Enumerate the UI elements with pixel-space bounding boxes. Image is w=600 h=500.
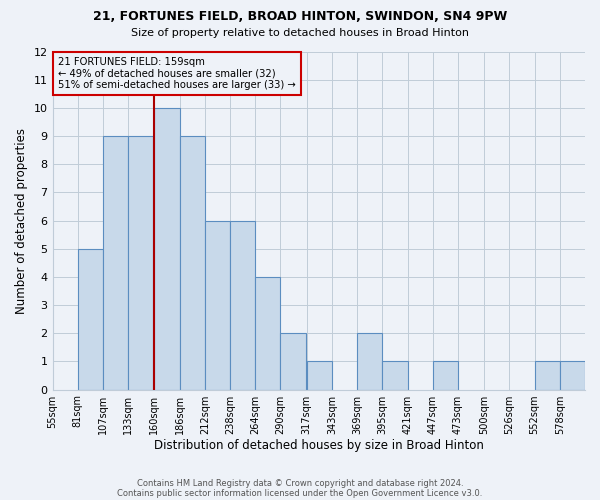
Bar [280, 333, 305, 390]
Text: 21, FORTUNES FIELD, BROAD HINTON, SWINDON, SN4 9PW: 21, FORTUNES FIELD, BROAD HINTON, SWINDO… [93, 10, 507, 23]
Bar [205, 220, 230, 390]
Bar [128, 136, 154, 390]
X-axis label: Distribution of detached houses by size in Broad Hinton: Distribution of detached houses by size … [154, 440, 484, 452]
Bar [179, 136, 205, 390]
Bar [535, 362, 560, 390]
Bar [230, 220, 255, 390]
Bar [357, 333, 382, 390]
Bar [255, 277, 280, 390]
Bar [78, 248, 103, 390]
Bar [560, 362, 585, 390]
Bar [103, 136, 128, 390]
Bar [382, 362, 407, 390]
Bar [307, 362, 332, 390]
Text: 21 FORTUNES FIELD: 159sqm
← 49% of detached houses are smaller (32)
51% of semi-: 21 FORTUNES FIELD: 159sqm ← 49% of detac… [58, 56, 296, 90]
Bar [433, 362, 458, 390]
Text: Contains HM Land Registry data © Crown copyright and database right 2024.: Contains HM Land Registry data © Crown c… [137, 478, 463, 488]
Text: Size of property relative to detached houses in Broad Hinton: Size of property relative to detached ho… [131, 28, 469, 38]
Y-axis label: Number of detached properties: Number of detached properties [15, 128, 28, 314]
Text: Contains public sector information licensed under the Open Government Licence v3: Contains public sector information licen… [118, 488, 482, 498]
Bar [154, 108, 179, 390]
